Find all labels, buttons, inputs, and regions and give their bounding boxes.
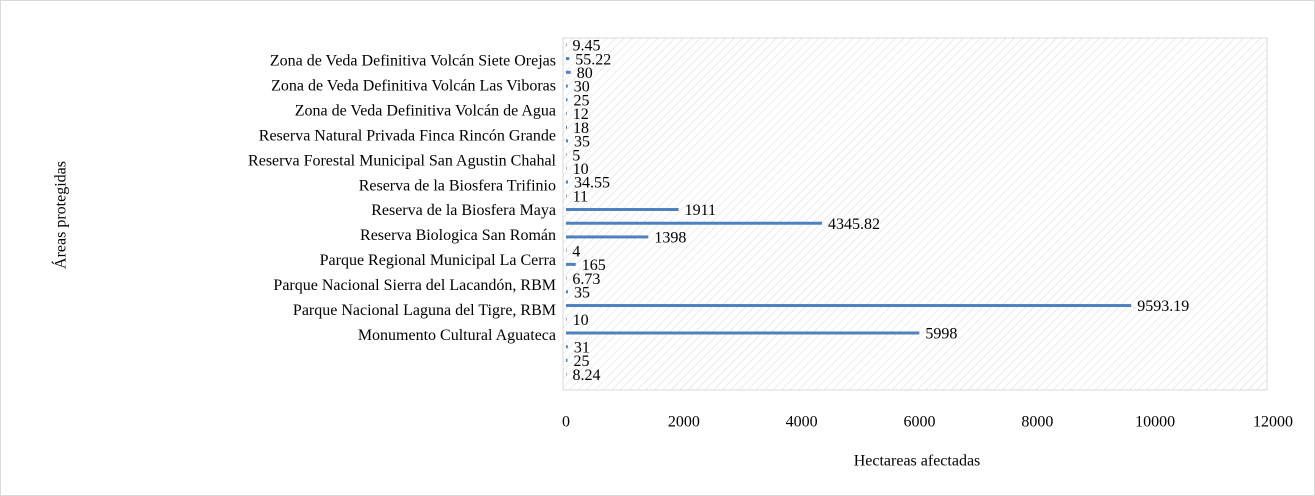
data-label: 12 xyxy=(573,106,589,123)
bar xyxy=(566,57,570,61)
x-tick-label: 8000 xyxy=(1021,414,1053,431)
x-tick-label: 10000 xyxy=(1135,414,1175,431)
data-label: 6.73 xyxy=(572,271,600,288)
x-axis-title: Hectareas afectadas xyxy=(854,453,981,470)
bar xyxy=(566,84,568,88)
bar xyxy=(566,180,569,184)
x-tick-label: 12000 xyxy=(1253,414,1293,431)
bar xyxy=(566,317,567,321)
bar xyxy=(566,262,576,266)
bar xyxy=(566,372,567,376)
bar xyxy=(566,331,920,335)
data-label: 35 xyxy=(574,134,590,151)
bar xyxy=(566,125,568,129)
plot-area xyxy=(562,37,1268,391)
data-label: 25 xyxy=(573,92,589,109)
bar xyxy=(566,249,567,253)
data-label: 1398 xyxy=(654,230,686,247)
bar xyxy=(566,98,568,102)
data-label: 18 xyxy=(573,120,589,137)
data-label: 9593.19 xyxy=(1137,298,1189,315)
data-label: 11 xyxy=(573,188,588,205)
data-label: 10 xyxy=(573,312,589,329)
y-tick-label: Reserva de la Biosfera Trifinio xyxy=(359,177,556,194)
data-label: 80 xyxy=(577,65,593,82)
bar xyxy=(566,235,649,239)
y-tick-label: Reserva Biologica San Román xyxy=(360,227,556,244)
y-tick-label: Parque Regional Municipal La Cerra xyxy=(320,252,556,269)
bar xyxy=(566,70,571,74)
data-label: 4 xyxy=(572,243,580,260)
x-tick-label: 0 xyxy=(562,414,570,431)
y-tick-label: Zona de Veda Definitiva Volcán de Agua xyxy=(295,103,556,120)
y-tick-label: Reserva de la Biosfera Maya xyxy=(371,202,556,219)
bar xyxy=(566,194,567,198)
data-label: 30 xyxy=(574,79,590,96)
y-tick-label: Reserva Natural Privada Finca Rincón Gra… xyxy=(259,127,556,144)
bar xyxy=(566,153,567,157)
y-axis-title: Áreas protegidas xyxy=(51,161,70,269)
data-label: 35 xyxy=(574,284,590,301)
bar xyxy=(566,43,567,47)
bar xyxy=(566,358,568,362)
bar xyxy=(566,290,569,294)
data-label: 34.55 xyxy=(574,175,610,192)
bar xyxy=(566,221,823,225)
data-label: 5998 xyxy=(925,326,957,343)
y-tick-label: Monumento Cultural Aguateca xyxy=(358,327,556,344)
bar xyxy=(566,304,1132,308)
data-label: 5 xyxy=(572,147,580,164)
bar xyxy=(566,208,679,211)
x-tick-label: 2000 xyxy=(668,414,700,431)
data-label: 8.24 xyxy=(572,367,600,384)
bar xyxy=(566,139,569,143)
bar xyxy=(566,111,567,115)
data-label: 31 xyxy=(574,339,590,356)
data-label: 55.22 xyxy=(575,51,611,68)
bar xyxy=(566,345,568,349)
data-label: 9.45 xyxy=(573,38,601,55)
bar xyxy=(566,276,567,280)
x-tick-label: 6000 xyxy=(904,414,936,431)
data-label: 1911 xyxy=(685,202,716,219)
y-tick-label: Parque Nacional Sierra del Lacandón, RBM xyxy=(273,277,556,294)
data-label: 25 xyxy=(573,353,589,370)
data-label: 165 xyxy=(582,257,606,274)
y-tick-label: Zona de Veda Definitiva Volcán Las Vibor… xyxy=(271,78,556,95)
y-tick-label: Parque Nacional Laguna del Tigre, RBM xyxy=(293,302,556,319)
x-tick-label: 4000 xyxy=(786,414,818,431)
data-label: 4345.82 xyxy=(828,216,880,233)
bar xyxy=(566,166,567,170)
y-tick-label: Reserva Forestal Municipal San Agustin C… xyxy=(248,152,557,169)
y-tick-label: Zona de Veda Definitiva Volcán Siete Ore… xyxy=(270,53,556,70)
data-label: 10 xyxy=(573,161,589,178)
